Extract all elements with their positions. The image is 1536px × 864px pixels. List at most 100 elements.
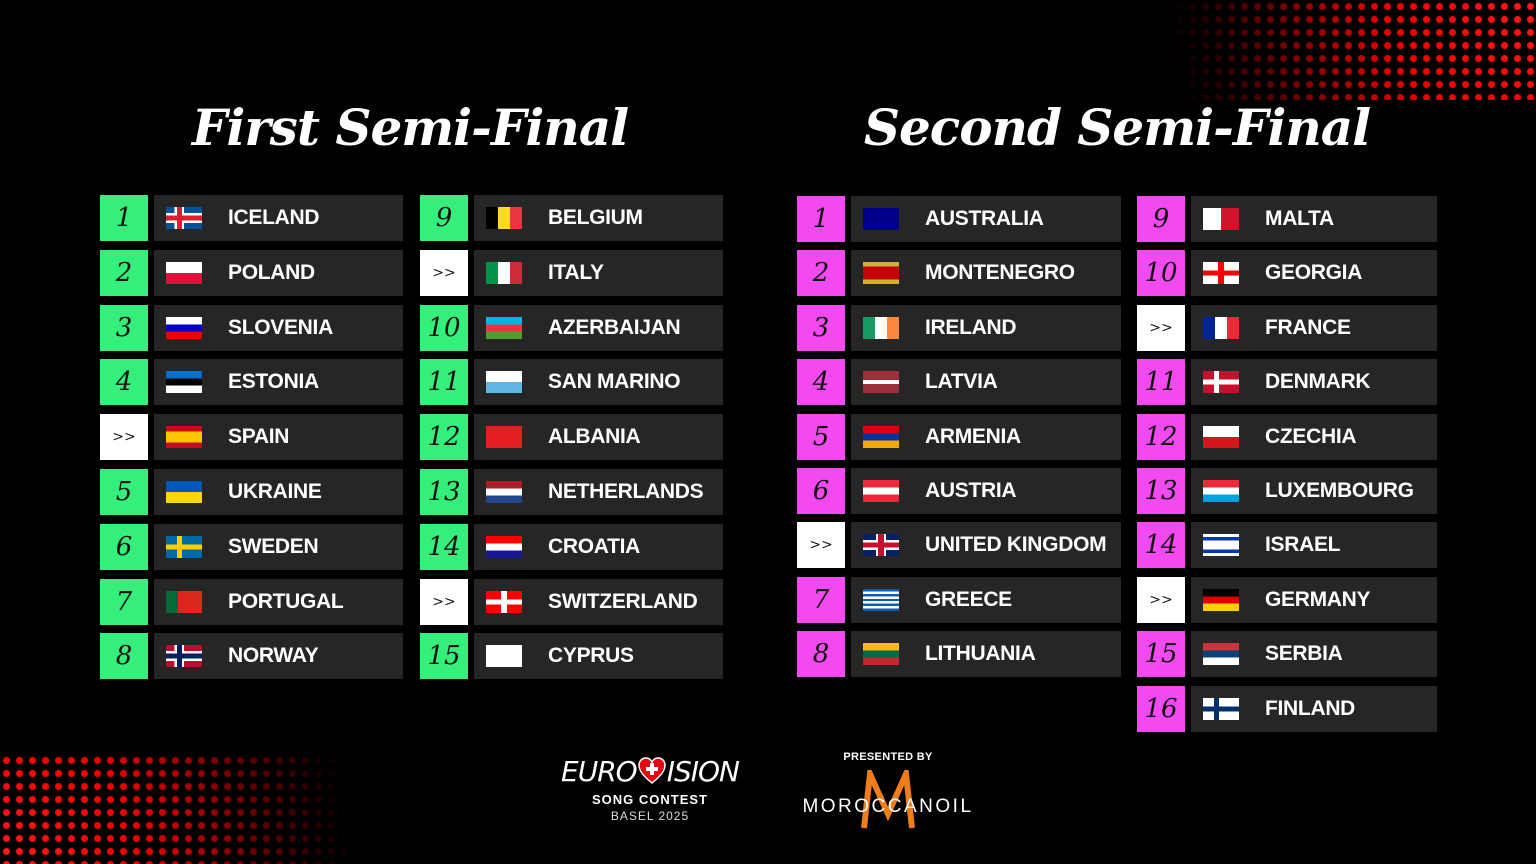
country-row: >> ITALY [420,249,723,296]
country-box: AUSTRIA [851,468,1121,514]
country-box: SLOVENIA [154,304,403,351]
running-order-number: 5 [797,413,845,460]
flag-icon [863,316,899,339]
country-name: SAN MARINO [548,370,681,394]
country-name: GREECE [925,587,1012,611]
country-row: 15 CYPRUS [420,633,723,680]
country-name: CZECHIA [1265,424,1357,448]
flag-icon [863,425,899,448]
running-order-number: 12 [1137,413,1185,460]
country-box: GERMANY [1191,576,1437,623]
sponsor-name: MOROCCANOIL [802,796,974,817]
flag-icon [486,371,522,394]
running-order-number: 6 [100,523,148,570]
country-name: ARMENIA [925,424,1021,448]
country-box: AZERBAIJAN [474,304,723,351]
country-name: FINLAND [1265,696,1356,720]
country-name: SERBIA [1265,642,1343,666]
country-row: >> UNITED KINGDOM [797,522,1121,569]
country-row: 10 GEORGIA [1137,250,1437,297]
country-name: UNITED KINGDOM [925,533,1107,557]
country-row: 2 MONTENEGRO [797,250,1121,297]
country-name: LUXEMBOURG [1265,479,1414,502]
running-order-number: 3 [797,304,845,351]
running-order-number: 8 [100,633,148,680]
country-box: PORTUGAL [154,578,403,625]
first-semi-final-title: First Semi-Final [191,98,629,157]
flag-icon [166,590,202,613]
flag-icon [863,588,899,611]
country-name: MALTA [1265,207,1334,230]
country-name: SLOVENIA [228,315,333,339]
country-name: MONTENEGRO [925,261,1075,285]
flag-icon [166,316,202,339]
country-name: UKRAINE [228,480,322,503]
flag-icon [863,534,899,557]
country-box: SAN MARINO [474,359,723,406]
country-name: GERMANY [1265,587,1371,611]
country-name: SWITZERLAND [548,589,698,613]
flag-icon [486,316,522,339]
eurovision-wordmark: EURO ISION [561,755,740,788]
country-row: 5 UKRAINE [100,469,403,515]
country-box: GREECE [851,576,1121,623]
country-row: 16 FINLAND [1137,685,1437,732]
country-name: FRANCE [1265,315,1351,339]
flag-icon [863,208,899,230]
flag-icon [166,261,202,284]
flag-icon [1203,480,1239,502]
running-order-number: 16 [1137,685,1185,732]
country-box: DENMARK [1191,359,1437,406]
country-box: UKRAINE [154,469,403,515]
country-row: 10 AZERBAIJAN [420,304,723,351]
running-order-number: 9 [1137,196,1185,242]
running-order-number: 2 [797,250,845,297]
country-box: ESTONIA [154,359,403,406]
country-row: 5 ARMENIA [797,413,1121,460]
running-order-number: 4 [797,359,845,406]
flag-icon [1203,208,1239,230]
country-row: 3 IRELAND [797,304,1121,351]
country-row: >> GERMANY [1137,576,1437,623]
running-order-number: 13 [420,469,468,515]
country-box: UNITED KINGDOM [851,522,1121,569]
country-box: NORWAY [154,633,403,680]
running-order-number: 7 [100,578,148,625]
running-order-number: 15 [420,633,468,680]
flag-icon [486,261,522,284]
auto-qualified-badge: >> [1137,304,1185,351]
running-order-number: 2 [100,249,148,296]
country-box: CZECHIA [1191,413,1437,460]
country-box: BELGIUM [474,195,723,241]
country-name: NETHERLANDS [548,480,704,503]
flag-icon [486,426,522,449]
running-order-number: 11 [1137,359,1185,406]
flag-icon [166,426,202,449]
running-order-number: 10 [420,304,468,351]
running-order-number: 12 [420,414,468,461]
flag-icon [863,480,899,502]
country-box: ALBANIA [474,414,723,461]
second-semi-final-title: Second Semi-Final [863,98,1371,157]
country-box: SWITZERLAND [474,578,723,625]
country-name: DENMARK [1265,370,1371,394]
country-box: CYPRUS [474,633,723,680]
country-row: 2 POLAND [100,249,403,296]
flag-icon [486,590,522,613]
country-box: NETHERLANDS [474,469,723,515]
country-row: 11 SAN MARINO [420,359,723,406]
country-name: ICELAND [228,206,320,229]
country-row: 13 LUXEMBOURG [1137,468,1437,514]
running-order-number: 14 [420,523,468,570]
country-row: >> SWITZERLAND [420,578,723,625]
country-name: CYPRUS [548,644,634,668]
flag-icon [1203,643,1239,666]
flag-icon [1203,316,1239,339]
country-row: 6 AUSTRIA [797,468,1121,514]
running-order-number: 9 [420,195,468,241]
running-order-number: 14 [1137,522,1185,569]
country-box: AUSTRALIA [851,196,1121,242]
flag-icon [1203,697,1239,720]
country-name: ALBANIA [548,425,641,449]
country-name: NORWAY [228,644,319,668]
